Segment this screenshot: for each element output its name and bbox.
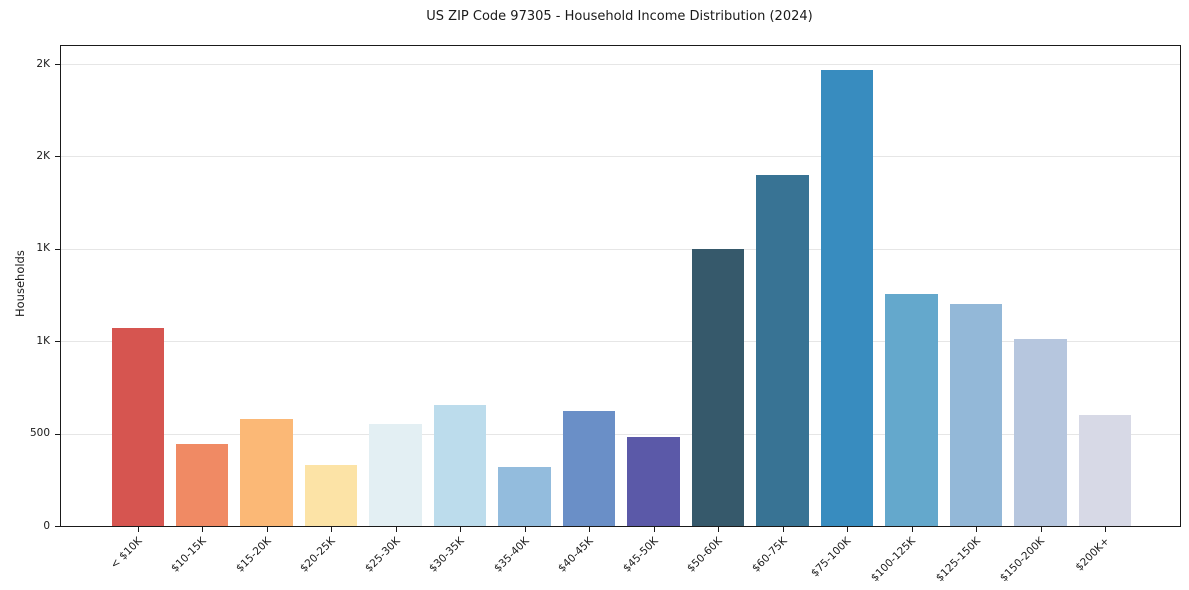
bar <box>1014 339 1067 526</box>
x-tick-label: $200K+ <box>1073 535 1112 574</box>
x-tick-label: $10-15K <box>169 535 209 575</box>
x-tick-mark <box>847 527 849 532</box>
x-tick-mark <box>331 527 333 532</box>
y-tick-mark <box>55 248 60 250</box>
bar <box>304 465 358 526</box>
bar <box>240 418 293 526</box>
x-tick-label: $25-30K <box>362 535 403 575</box>
y-tick-mark <box>55 341 60 343</box>
x-tick-label: < $10K <box>108 535 145 572</box>
gridline <box>60 156 1180 158</box>
bar <box>433 405 487 526</box>
gridline <box>60 248 1180 250</box>
y-tick-mark <box>55 64 60 65</box>
x-tick-label: $40-45K <box>555 535 596 575</box>
y-tick-label: 1K <box>36 242 50 255</box>
bar <box>627 437 680 526</box>
bar <box>369 424 422 526</box>
x-tick-label: $100-125K <box>868 535 919 585</box>
bar <box>111 328 164 526</box>
x-tick-label: $125-150K <box>933 535 983 585</box>
x-tick-mark <box>911 527 913 532</box>
gridline <box>60 341 1180 343</box>
x-tick-mark <box>395 527 397 532</box>
x-tick-mark <box>1040 527 1042 532</box>
x-tick-label: $30-35K <box>426 535 467 575</box>
y-tick-label: 1K <box>36 334 50 347</box>
y-tick-label: 500 <box>29 427 50 440</box>
y-tick-mark <box>55 526 60 527</box>
bar <box>1078 415 1132 526</box>
bar <box>820 69 874 526</box>
x-tick-mark <box>460 527 462 532</box>
x-tick-label: $150-200K <box>997 535 1048 585</box>
plot-area <box>59 44 1181 527</box>
x-tick-mark <box>1105 527 1106 532</box>
bar <box>175 443 229 526</box>
x-tick-mark <box>137 527 139 532</box>
x-tick-mark <box>524 527 526 532</box>
x-tick-label: $35-40K <box>491 535 532 575</box>
bar <box>756 174 809 526</box>
x-tick-mark <box>202 527 204 532</box>
x-tick-mark <box>718 527 720 532</box>
y-axis-label: Households <box>13 250 27 317</box>
x-tick-label: $60-75K <box>749 535 790 575</box>
x-tick-mark <box>976 527 978 532</box>
x-tick-mark <box>589 527 591 532</box>
y-tick-label: 2K <box>36 149 50 162</box>
y-tick-label: 2K <box>36 57 50 70</box>
gridline <box>60 433 1180 435</box>
x-tick-label: $75-100K <box>809 535 854 580</box>
chart-title: US ZIP Code 97305 - Household Income Dis… <box>426 9 813 24</box>
bar <box>562 410 616 526</box>
bar <box>949 304 1003 526</box>
y-tick-label: 0 <box>43 519 50 532</box>
x-tick-mark <box>266 527 268 532</box>
bar <box>691 248 745 526</box>
x-tick-label: $45-50K <box>620 535 661 575</box>
bar <box>885 294 938 526</box>
bar <box>498 466 551 526</box>
x-tick-label: $15-20K <box>233 535 274 575</box>
x-tick-label: $20-25K <box>298 535 338 575</box>
x-tick-mark <box>782 527 784 532</box>
x-tick-mark <box>653 527 655 532</box>
y-tick-mark <box>55 433 60 435</box>
x-tick-label: $50-60K <box>684 535 725 575</box>
gridline <box>60 64 1180 65</box>
y-tick-mark <box>55 156 60 158</box>
